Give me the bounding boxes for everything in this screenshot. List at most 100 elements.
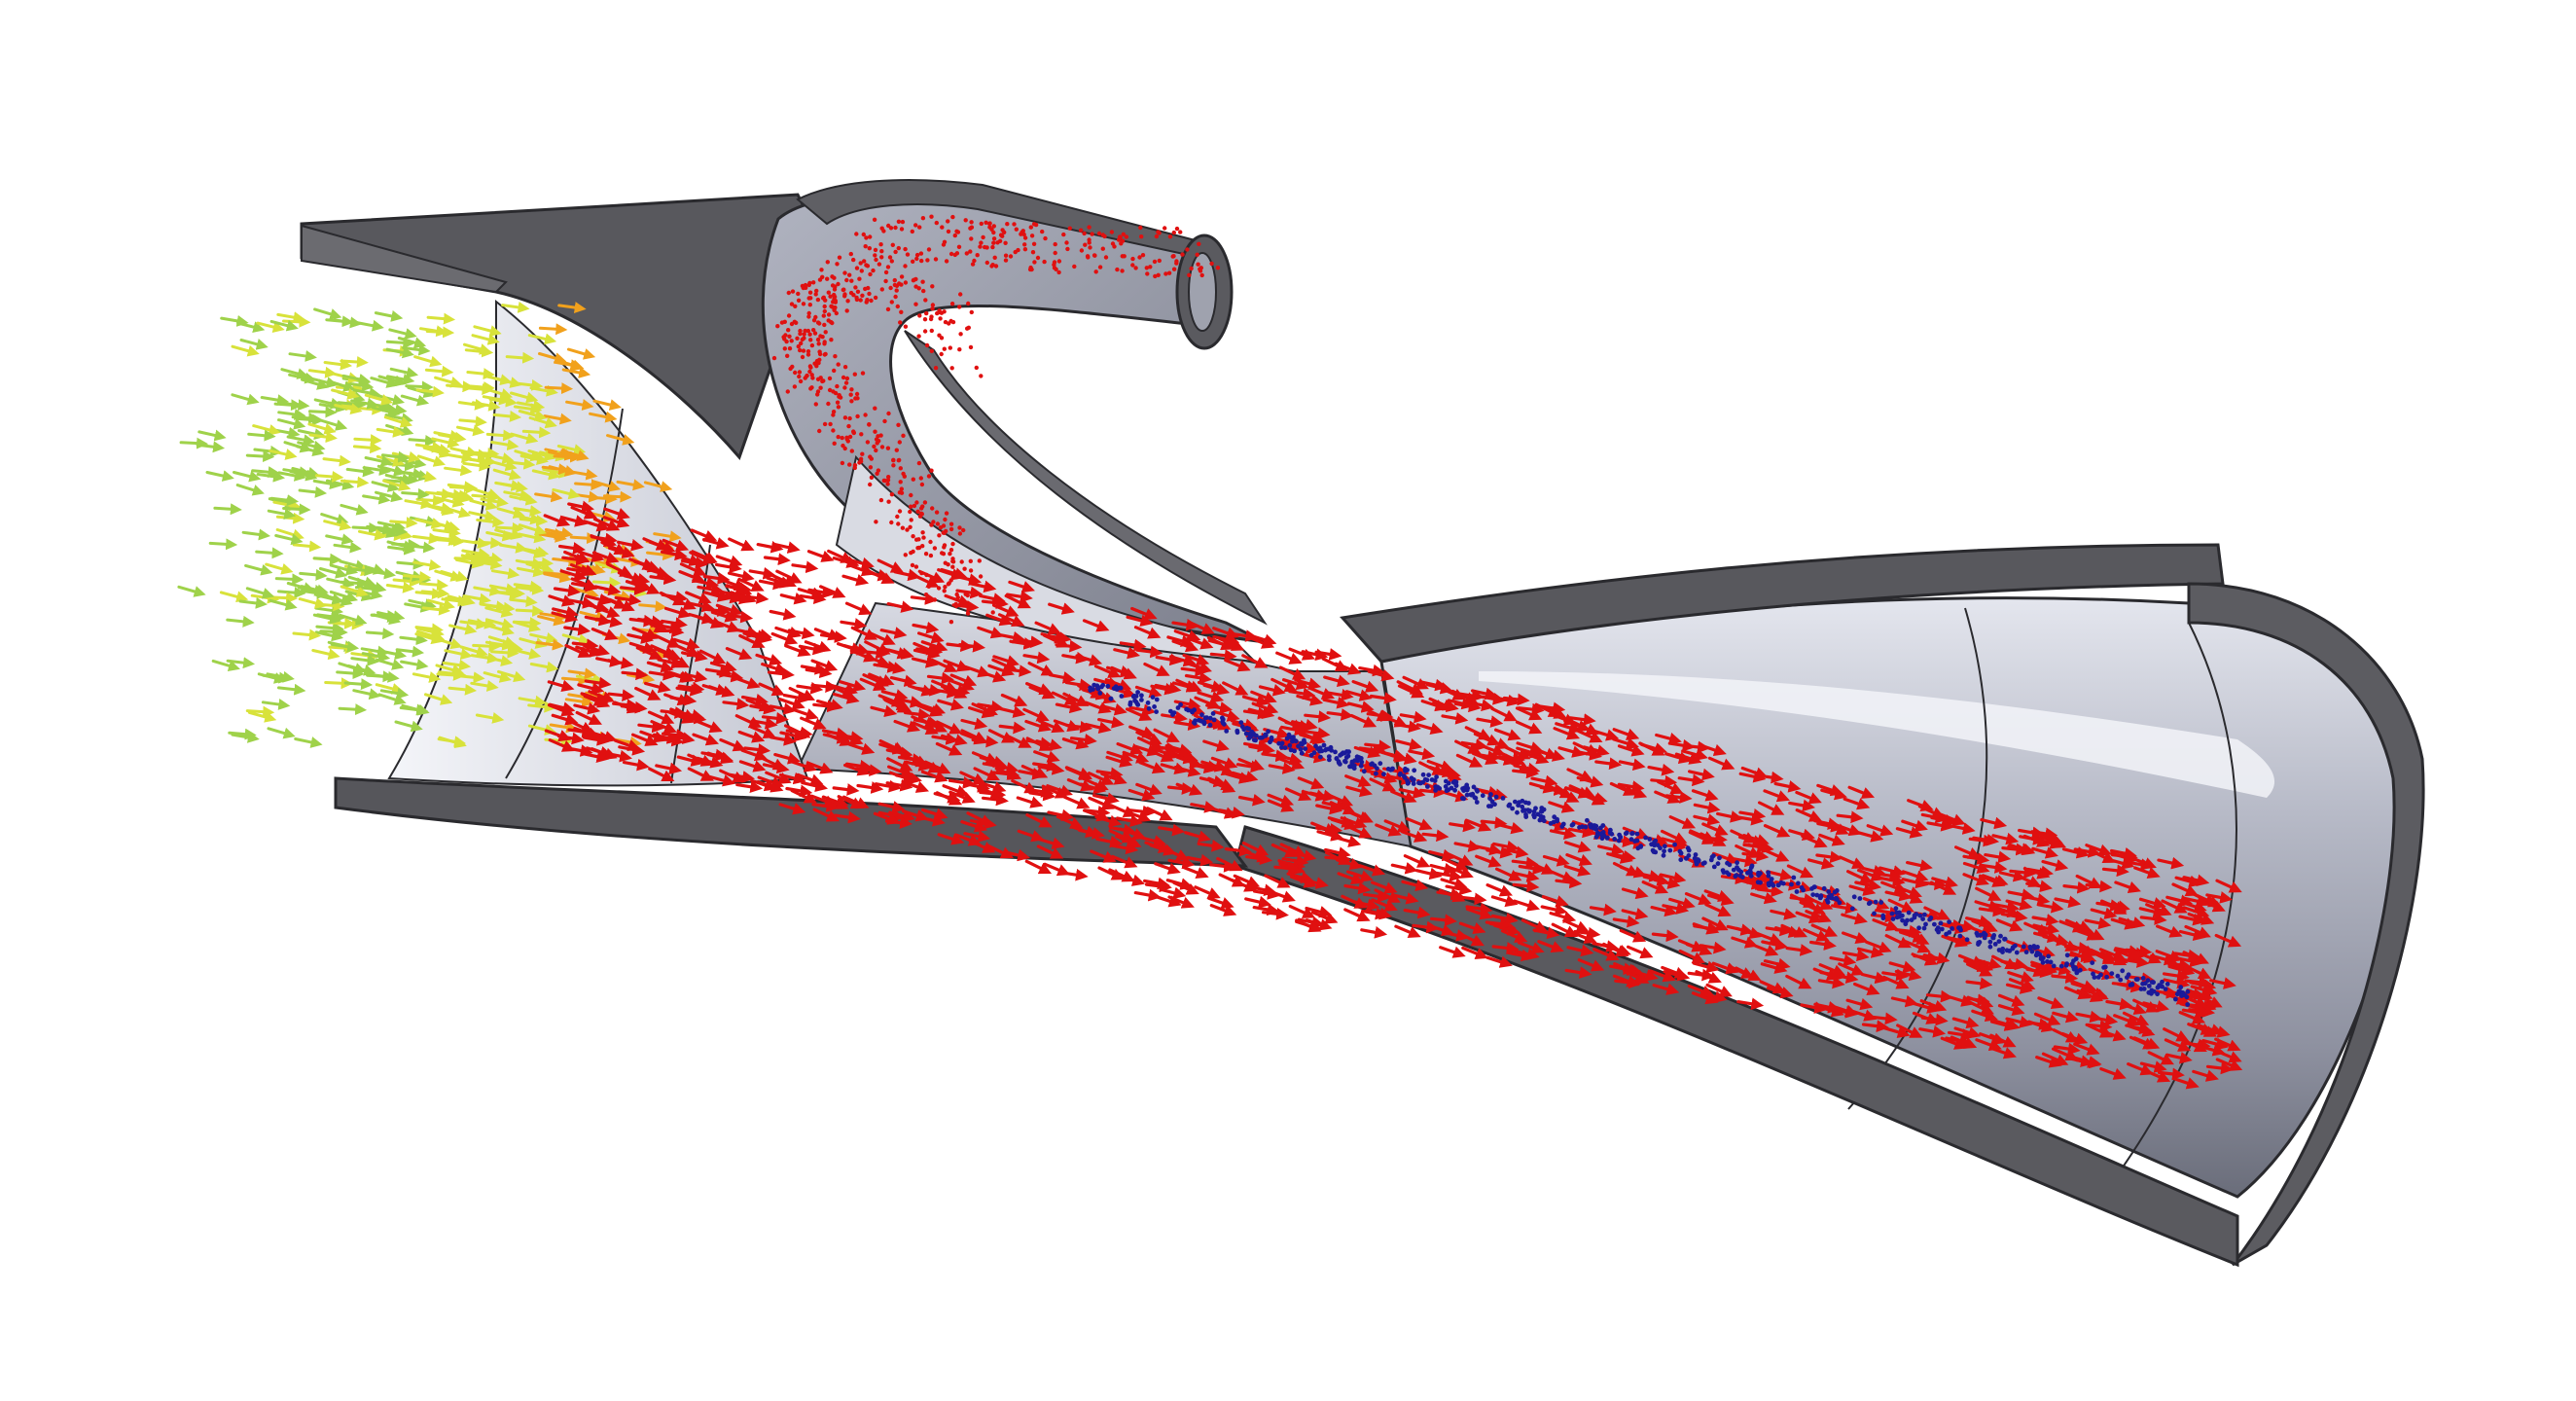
jet-core-marker (1624, 830, 1629, 836)
jet-core-marker (1628, 837, 1634, 843)
mixed-jet-arrow (1288, 904, 1316, 918)
jet-core-marker (2027, 946, 2033, 952)
suction-flow-dot (957, 531, 963, 536)
inlet-flow-arrow (488, 459, 518, 472)
suction-flow-dot (873, 406, 877, 411)
suction-flow-dot (1003, 253, 1009, 258)
jet-core-marker (1767, 882, 1771, 888)
suction-flow-dot (858, 298, 863, 303)
inlet-flow-arrow (434, 376, 463, 388)
inlet-flow-arrow (431, 436, 460, 449)
mixed-jet-arrow (1252, 903, 1280, 916)
mixed-jet-arrow (761, 711, 789, 725)
suction-flow-dot (848, 290, 854, 296)
jet-core-marker (1114, 687, 1120, 692)
suction-flow-dot (885, 446, 891, 450)
inlet-flow-arrow (496, 507, 525, 520)
inlet-flow-arrow (466, 368, 495, 380)
inlet-flow-arrow (330, 640, 360, 653)
mixed-jet-arrow (1651, 929, 1679, 943)
inlet-flow-arrow (519, 515, 549, 527)
mixed-jet-arrow (1420, 699, 1449, 712)
mixed-jet-arrow (812, 808, 841, 822)
suction-flow-dot (1156, 272, 1161, 277)
jet-core-marker (1964, 937, 1970, 943)
inlet-flow-arrow (383, 415, 413, 428)
suction-flow-dot (825, 260, 830, 265)
inlet-flow-arrow (535, 638, 564, 651)
suction-flow-dot (813, 402, 818, 407)
suction-flow-dot (881, 229, 886, 234)
jet-core-marker (1171, 710, 1177, 715)
jet-core-marker (2155, 985, 2161, 990)
suction-flow-dot (930, 303, 936, 307)
inlet-flow-arrow (286, 582, 316, 593)
jet-core-marker (1987, 939, 1993, 945)
suction-flow-dot (817, 277, 823, 282)
jet-core-marker (1207, 722, 1213, 728)
mixed-jet-arrow (1159, 886, 1187, 900)
suction-flow-dot (887, 255, 893, 260)
suction-flow-dot (859, 269, 864, 273)
inlet-flow-arrow (514, 449, 543, 462)
suction-flow-dot (948, 345, 952, 350)
jet-core-marker (2140, 981, 2146, 987)
inlet-flow-arrow (486, 601, 516, 614)
suction-flow-dot (810, 376, 815, 380)
suction-flow-dot (828, 421, 833, 427)
suction-flow-dot (991, 224, 996, 229)
inlet-flow-arrow (177, 585, 206, 597)
jet-core-marker (1890, 916, 1896, 921)
suction-flow-dot (1180, 252, 1185, 257)
suction-flow-dot (817, 428, 822, 434)
suction-flow-dot (831, 428, 836, 433)
jet-core-marker (1552, 814, 1557, 820)
suction-flow-dot (1052, 260, 1057, 265)
jet-core-marker (1932, 921, 1937, 927)
inlet-flow-arrow (473, 585, 502, 596)
suction-flow-dot (855, 396, 860, 401)
inlet-flow-arrow (256, 321, 285, 333)
inlet-flow-arrow (442, 659, 472, 671)
inlet-flow-arrow (298, 597, 327, 609)
jet-core-marker (2021, 944, 2026, 950)
mixed-jet-arrow (1016, 796, 1044, 808)
suction-flow-dot (899, 309, 904, 314)
inlet-flow-arrow (391, 538, 420, 551)
inlet-flow-arrow (402, 570, 432, 583)
jet-core-marker (1878, 900, 1884, 905)
mixed-jet-arrow (800, 716, 827, 730)
jet-core-marker (2126, 972, 2131, 978)
suction-flow-dot (913, 564, 919, 569)
jet-core-marker (1677, 848, 1683, 854)
inlet-flow-arrow (469, 499, 498, 511)
suction-flow-dot (835, 262, 840, 267)
jet-core-marker (1506, 803, 1512, 808)
suction-flow-dot (892, 277, 897, 283)
inlet-flow-arrow (440, 570, 469, 583)
inlet-flow-arrow (220, 314, 249, 327)
inlet-flow-arrow (408, 434, 437, 447)
jet-core-marker (1135, 690, 1140, 695)
inlet-flow-arrow (411, 671, 442, 683)
suction-flow-dot (1145, 271, 1150, 276)
inlet-flow-arrow (377, 375, 407, 387)
suction-flow-dot (845, 299, 850, 304)
suction-flow-dot (795, 336, 800, 341)
suction-flow-dot (1215, 266, 1221, 270)
mixed-jet-arrow (728, 537, 755, 552)
inlet-flow-arrow (208, 538, 238, 551)
suction-flow-dot (909, 492, 913, 498)
suction-flow-dot (836, 405, 841, 410)
mixed-jet-arrow (770, 631, 799, 645)
suction-flow-dot (961, 527, 966, 533)
suction-flow-dot (886, 475, 891, 480)
jet-core-marker (1996, 939, 2002, 944)
inlet-flow-arrow (473, 325, 502, 337)
suction-flow-dot (1022, 247, 1028, 252)
mixed-jet-arrow (1406, 817, 1433, 831)
suction-flow-dot (910, 562, 915, 568)
inlet-flow-arrow (211, 659, 240, 672)
jet-core-marker (1720, 868, 1726, 873)
inlet-flow-arrow (331, 388, 360, 400)
